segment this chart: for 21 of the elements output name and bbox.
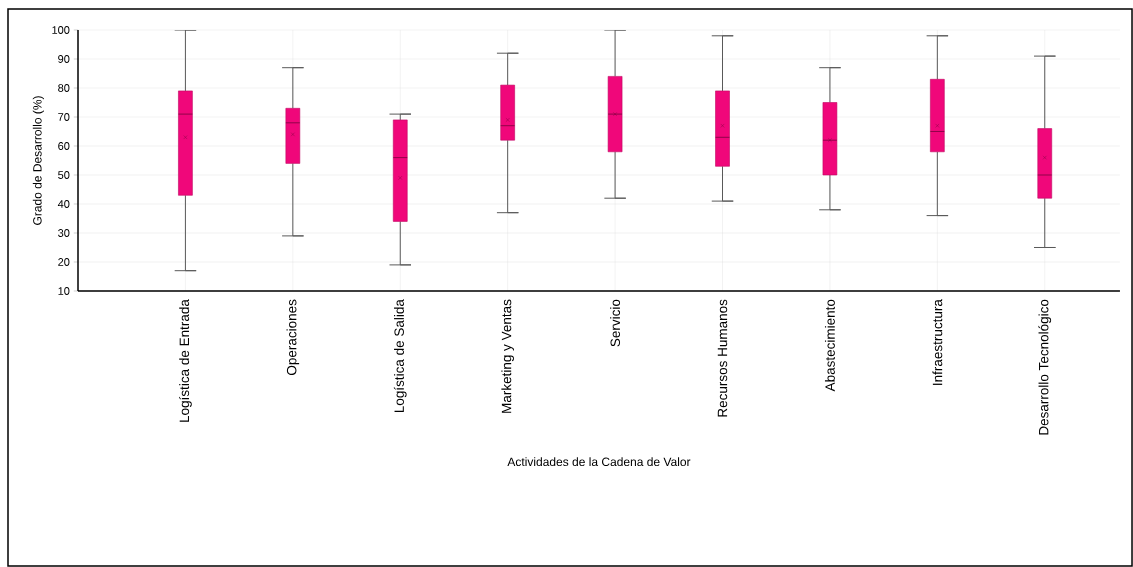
y-tick-label: 80 xyxy=(58,84,70,92)
x-axis-title: Actividades de la Cadena de Valor xyxy=(507,457,691,467)
x-tick-label: Recursos Humanos xyxy=(717,299,728,417)
y-tick-label: 60 xyxy=(58,142,70,150)
y-tick-label: 50 xyxy=(58,171,70,179)
y-tick-label: 20 xyxy=(58,258,70,266)
x-tick-label: Logística de Entrada xyxy=(179,299,192,422)
x-tick-label: Desarrollo Tecnológico xyxy=(1038,299,1052,435)
y-tick-label: 30 xyxy=(58,229,70,237)
y-tick-label: 40 xyxy=(57,200,70,208)
y-axis-title: Grado de Desarrollo (%) xyxy=(32,96,44,225)
x-tick-label: Operaciones xyxy=(286,299,300,376)
y-tick-label: 70 xyxy=(58,113,70,121)
y-tick-label: 90 xyxy=(58,55,70,63)
x-tick-label: Logística de Salida xyxy=(393,299,407,413)
x-tick-label: Marketing y Ventas xyxy=(501,299,514,413)
x-tick-label: Servicio xyxy=(610,299,621,347)
y-tick-label: 100 xyxy=(52,26,70,34)
x-tick-label: Abastecimiento xyxy=(824,299,835,392)
x-tick-label: Infraestructura xyxy=(932,299,943,385)
y-tick-label: 10 xyxy=(58,287,70,295)
